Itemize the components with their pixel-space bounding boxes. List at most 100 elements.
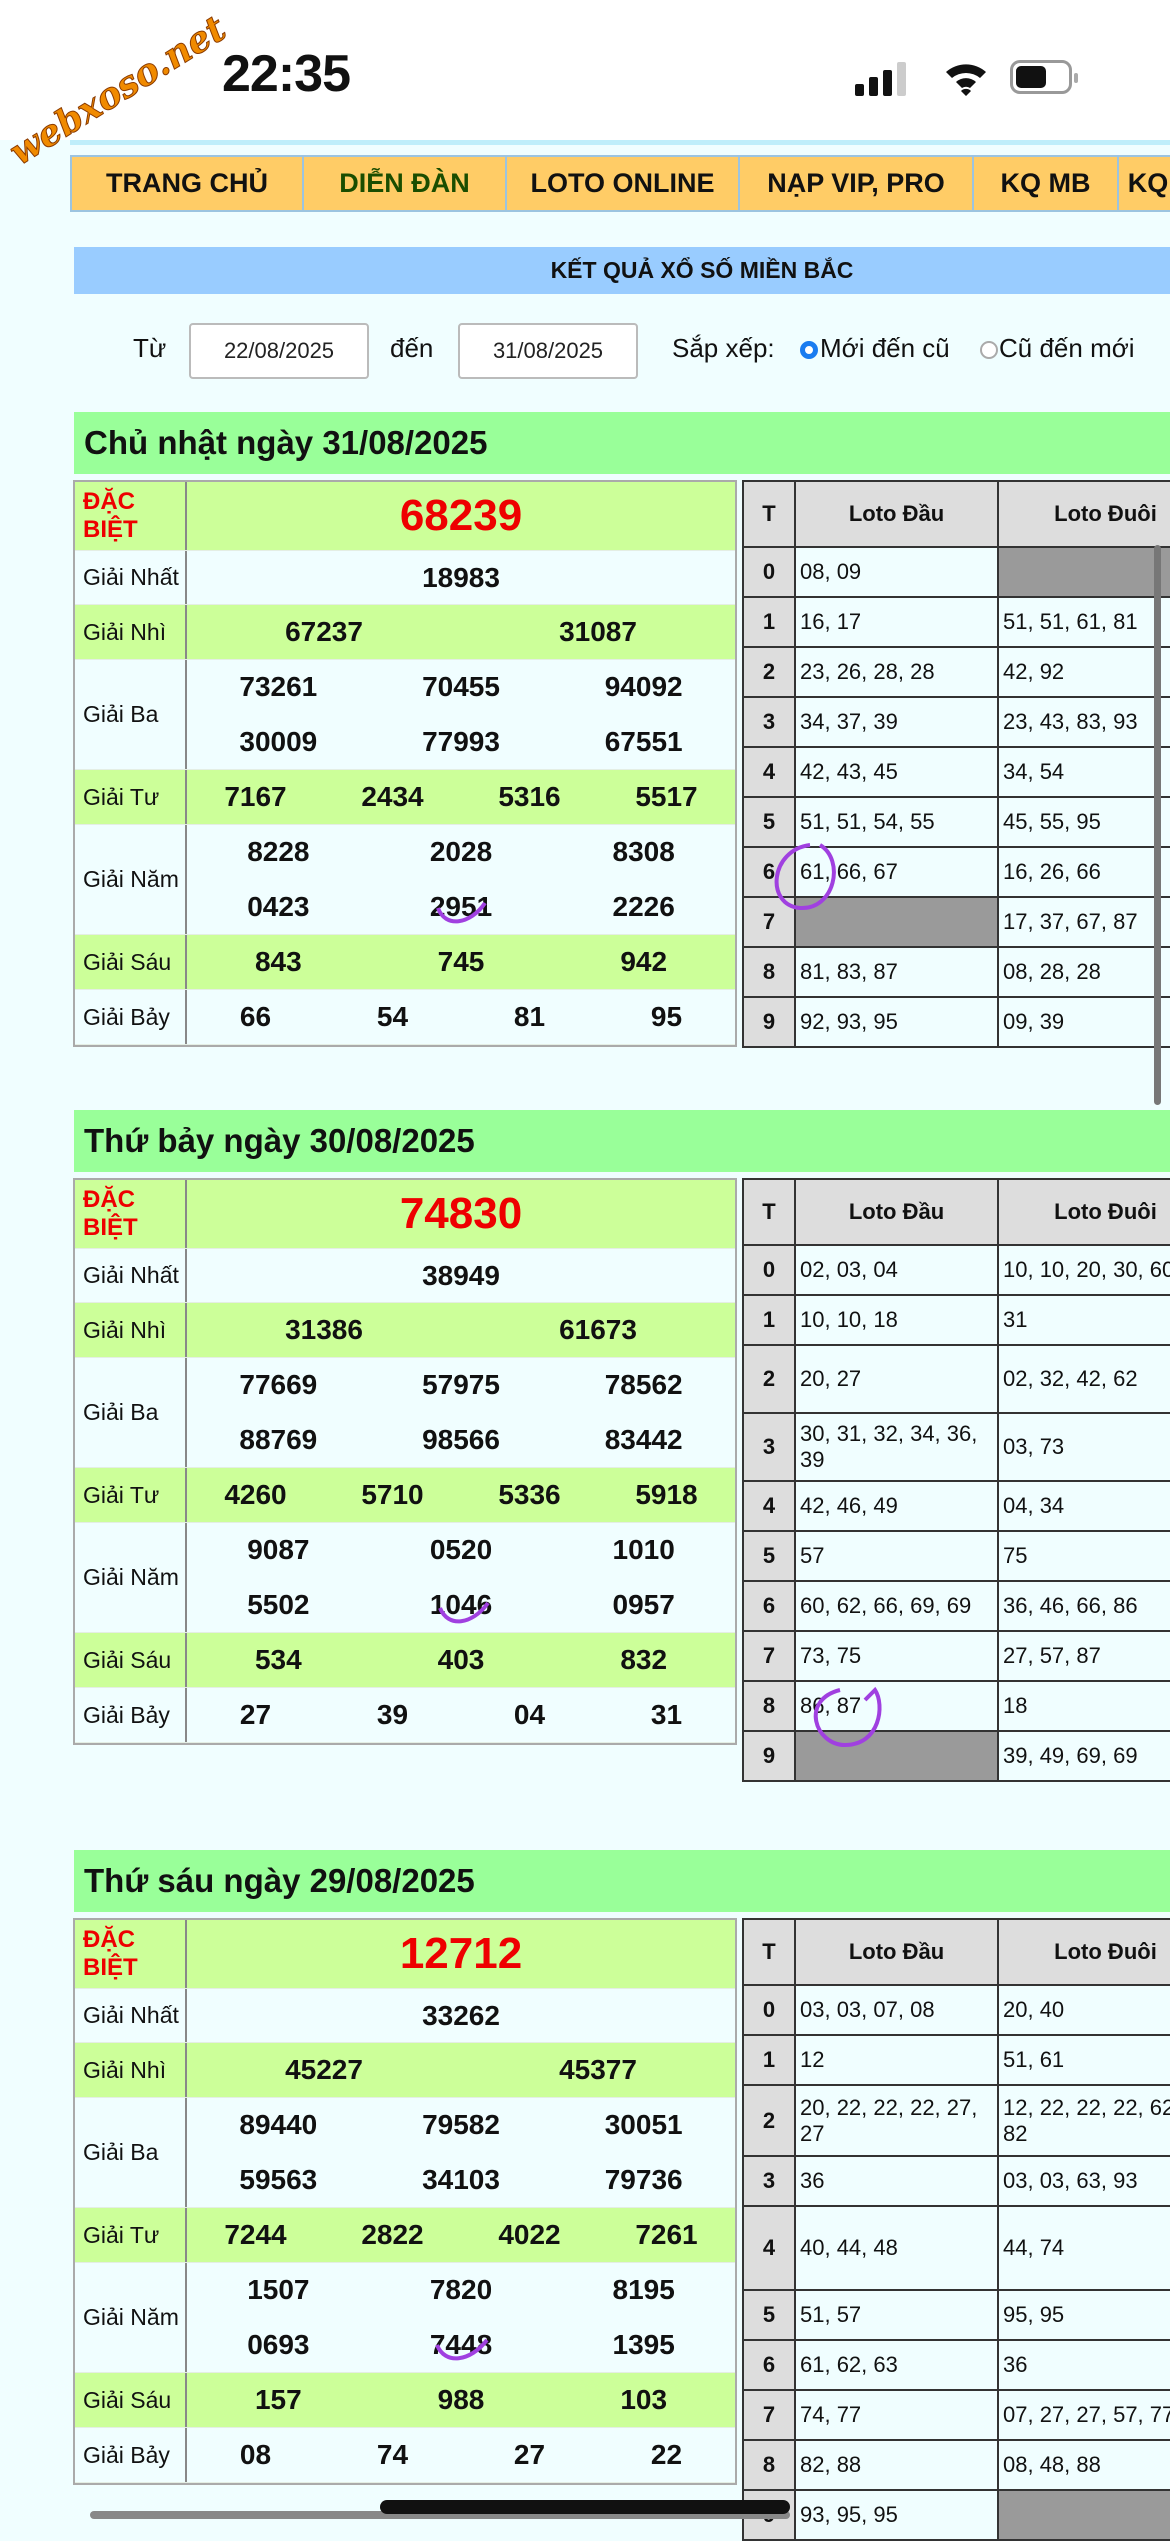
- nav-item-1[interactable]: DIỄN ĐÀN: [304, 157, 507, 210]
- divider: [70, 140, 1170, 145]
- loto-duoi-cell: 44, 74: [997, 2205, 1170, 2291]
- prize-line: 30009 77993 67551: [187, 726, 735, 758]
- prize-line: 0693 7448 1395: [187, 2329, 735, 2361]
- loto-duoi-cell: 04, 34: [997, 1480, 1170, 1532]
- prize-number: 74: [376, 2439, 409, 2470]
- prize-number: 61673: [559, 1314, 637, 1345]
- loto-dau-cell: 20, 27: [794, 1344, 999, 1414]
- loto-row: 2 20, 27 02, 32, 42, 62: [742, 1344, 1170, 1414]
- prize-line: 38949: [187, 1260, 735, 1292]
- prize-values: 38949: [187, 1249, 735, 1302]
- prize-label: Giải Năm: [75, 2263, 187, 2372]
- prize-number: 81: [513, 1001, 546, 1032]
- loto-dau-cell: 93, 95, 95: [794, 2489, 999, 2541]
- loto-header-1: Loto Đầu: [794, 1918, 999, 1986]
- loto-duoi-cell: 75: [997, 1530, 1170, 1582]
- prize-row: Giải Tư 7167 2434 5316 5517: [75, 770, 735, 825]
- prize-line: 8228 2028 8308: [187, 836, 735, 868]
- vertical-scrollbar[interactable]: [1154, 545, 1161, 1105]
- loto-dau-cell: 42, 43, 45: [794, 746, 999, 798]
- prize-number: 89440: [239, 2109, 318, 2141]
- prize-label: Giải Nhất: [75, 551, 187, 604]
- prize-number: 30009: [239, 725, 318, 757]
- nav-item-5[interactable]: KQ: [1119, 157, 1170, 210]
- loto-digit: 3: [742, 2155, 796, 2207]
- nav-item-2[interactable]: LOTO ONLINE: [507, 157, 740, 210]
- prize-number: 08: [239, 2439, 272, 2470]
- horizontal-scrollbar[interactable]: [90, 2511, 790, 2519]
- prize-number: 5316: [498, 781, 561, 812]
- prize-label: Giải Tư: [75, 770, 187, 824]
- prize-number: 33262: [422, 1999, 500, 2031]
- loto-digit: 2: [742, 646, 796, 698]
- nav-item-0[interactable]: TRANG CHỦ: [72, 157, 304, 210]
- prize-line: 12712: [187, 1929, 735, 1979]
- day-title: Thứ sáu ngày 29/08/2025: [74, 1850, 1170, 1912]
- to-date-input[interactable]: 31/08/2025: [458, 323, 638, 379]
- home-indicator[interactable]: [380, 2500, 790, 2514]
- prize-number: 5502: [247, 1588, 310, 1620]
- prize-number: 31087: [559, 616, 637, 647]
- sort-newest-radio[interactable]: [800, 341, 818, 359]
- nav-item-4[interactable]: KQ MB: [974, 157, 1119, 210]
- prize-row: Giải Ba 77669 57975 78562 88769 98566 83442: [75, 1358, 735, 1468]
- prize-number: 31386: [285, 1314, 363, 1345]
- prize-label: Giải Tư: [75, 1468, 187, 1522]
- prize-line: 33262: [187, 2000, 735, 2032]
- loto-row: 5 51, 57 95, 95: [742, 2289, 1170, 2341]
- prize-number: 30051: [604, 2109, 683, 2141]
- loto-digit: 8: [742, 2439, 796, 2491]
- prize-label: Giải Bảy: [75, 2428, 187, 2482]
- loto-row: 6 61, 62, 63 36: [742, 2339, 1170, 2391]
- prize-number: 2951: [429, 890, 493, 922]
- prize-row: Giải Nhất 18983: [75, 551, 735, 605]
- loto-row: 3 30, 31, 32, 34, 36, 39 03, 73: [742, 1412, 1170, 1482]
- date-filter: Từ 22/08/2025 đến 31/08/2025 Sắp xếp: Mớ…: [0, 323, 1170, 379]
- prize-row: Giải Nhì 31386 61673: [75, 1303, 735, 1358]
- prize-row: Giải Năm 8228 2028 8308 0423 2951 2226: [75, 825, 735, 935]
- loto-digit: 2: [742, 1344, 796, 1414]
- loto-dau-cell: 16, 17: [794, 596, 999, 648]
- prize-line: 0423 2951 2226: [187, 891, 735, 923]
- prize-line: 31386 61673: [187, 1314, 735, 1346]
- loto-dau-cell: 51, 57: [794, 2289, 999, 2341]
- prize-line: 1507 7820 8195: [187, 2274, 735, 2306]
- prize-number: 157: [254, 2384, 302, 2415]
- prize-label: ĐẶC BIỆT: [75, 1180, 187, 1248]
- prize-number: 45227: [285, 2054, 363, 2085]
- prize-number: 0693: [247, 2328, 310, 2360]
- sort-newest-label[interactable]: Mới đến cũ: [820, 333, 950, 363]
- prize-label: Giải Ba: [75, 660, 187, 769]
- prize-row: ĐẶC BIỆT 12712: [75, 1920, 735, 1989]
- prize-line: 9087 0520 1010: [187, 1534, 735, 1566]
- from-date-input[interactable]: 22/08/2025: [189, 323, 369, 379]
- prize-label: Giải Sáu: [75, 935, 187, 989]
- loto-duoi-cell: 02, 32, 42, 62: [997, 1344, 1170, 1414]
- prize-number: 34103: [422, 2163, 500, 2195]
- loto-digit: 7: [742, 1630, 796, 1682]
- prize-line: 66 54 81 95: [187, 1001, 735, 1033]
- prize-number: 88769: [239, 1423, 318, 1455]
- prize-number: 54: [376, 1001, 409, 1032]
- sort-oldest-label[interactable]: Cũ đến mới: [999, 333, 1135, 363]
- loto-duoi-cell: 51, 51, 61, 81: [997, 596, 1170, 648]
- prize-row: Giải Nhất 33262: [75, 1989, 735, 2043]
- prize-number: 2434: [361, 781, 424, 812]
- prize-label: Giải Sáu: [75, 2373, 187, 2427]
- loto-digit: 5: [742, 2289, 796, 2341]
- prize-label: Giải Nhì: [75, 1303, 187, 1357]
- prize-number: 534: [254, 1644, 302, 1675]
- nav-item-3[interactable]: NẠP VIP, PRO: [740, 157, 974, 210]
- prize-row: Giải Sáu 157 988 103: [75, 2373, 735, 2428]
- prize-number: 77669: [239, 1369, 318, 1401]
- prize-label: Giải Năm: [75, 1523, 187, 1632]
- prize-number: 4260: [224, 1479, 287, 1510]
- loto-digit: 3: [742, 1412, 796, 1482]
- prize-number: 98566: [422, 1423, 500, 1455]
- sort-oldest-radio[interactable]: [980, 341, 998, 359]
- loto-duoi-cell: 31: [997, 1294, 1170, 1346]
- prize-line: 5502 1046 0957: [187, 1589, 735, 1621]
- prize-row: Giải Ba 73261 70455 94092 30009 77993 67551: [75, 660, 735, 770]
- prize-label: Giải Nhì: [75, 605, 187, 659]
- loto-table: T Loto Đầu Loto Đuôi 0 03, 03, 07, 08 20, 40 1…: [742, 1918, 1170, 2541]
